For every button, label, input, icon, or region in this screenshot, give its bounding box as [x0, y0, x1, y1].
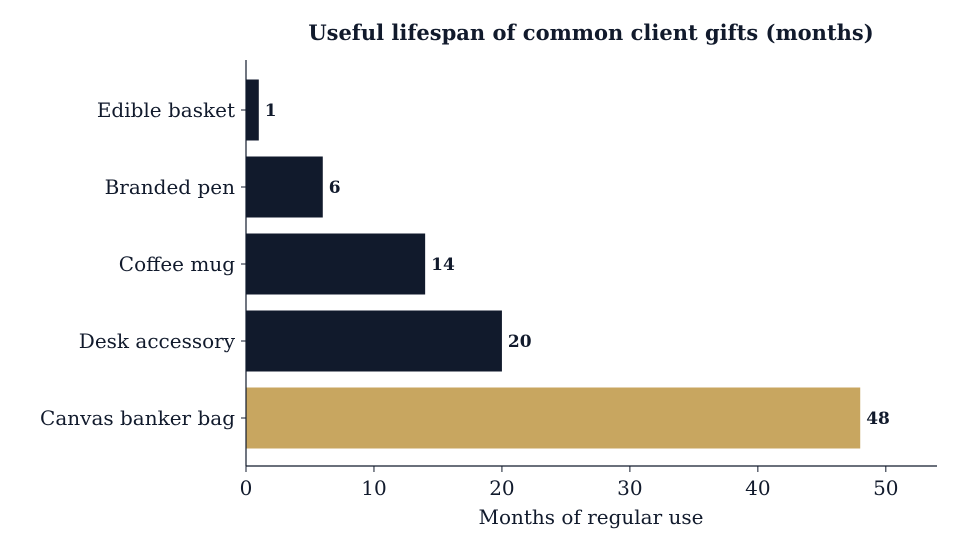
bar-coffee-mug	[246, 233, 426, 295]
x-axis-label: Months of regular use	[478, 505, 703, 529]
x-tick-label-20: 20	[489, 476, 514, 500]
x-tick-label-10: 10	[361, 476, 386, 500]
bar-desk-accessory	[246, 310, 502, 372]
bar-canvas-banker-bag	[246, 387, 861, 449]
value-label-desk-accessory: 20	[508, 332, 532, 352]
category-label-coffee-mug: Coffee mug	[119, 252, 235, 276]
y-axis: Edible basket Branded pen Coffee mug Desk a…	[40, 60, 247, 466]
category-label-canvas-banker-bag: Canvas banker bag	[40, 406, 235, 430]
value-label-edible-basket: 1	[265, 101, 277, 121]
bar-branded-pen	[246, 156, 323, 218]
x-tick-label-30: 30	[617, 476, 642, 500]
x-axis: 0 10 20 30 40 50	[240, 465, 937, 500]
bars-layer	[246, 79, 861, 449]
category-label-edible-basket: Edible basket	[97, 98, 235, 122]
category-label-desk-accessory: Desk accessory	[79, 329, 236, 353]
chart-title: Useful lifespan of common client gifts (…	[308, 20, 873, 45]
x-tick-label-0: 0	[240, 476, 253, 500]
value-label-canvas-banker-bag: 48	[866, 409, 890, 429]
value-labels-layer: 1 6 14 20 48	[265, 101, 890, 429]
x-tick-label-40: 40	[745, 476, 770, 500]
bar-edible-basket	[246, 79, 259, 141]
value-label-branded-pen: 6	[329, 178, 341, 198]
x-tick-label-50: 50	[873, 476, 898, 500]
value-label-coffee-mug: 14	[431, 255, 455, 275]
category-label-branded-pen: Branded pen	[105, 175, 236, 199]
